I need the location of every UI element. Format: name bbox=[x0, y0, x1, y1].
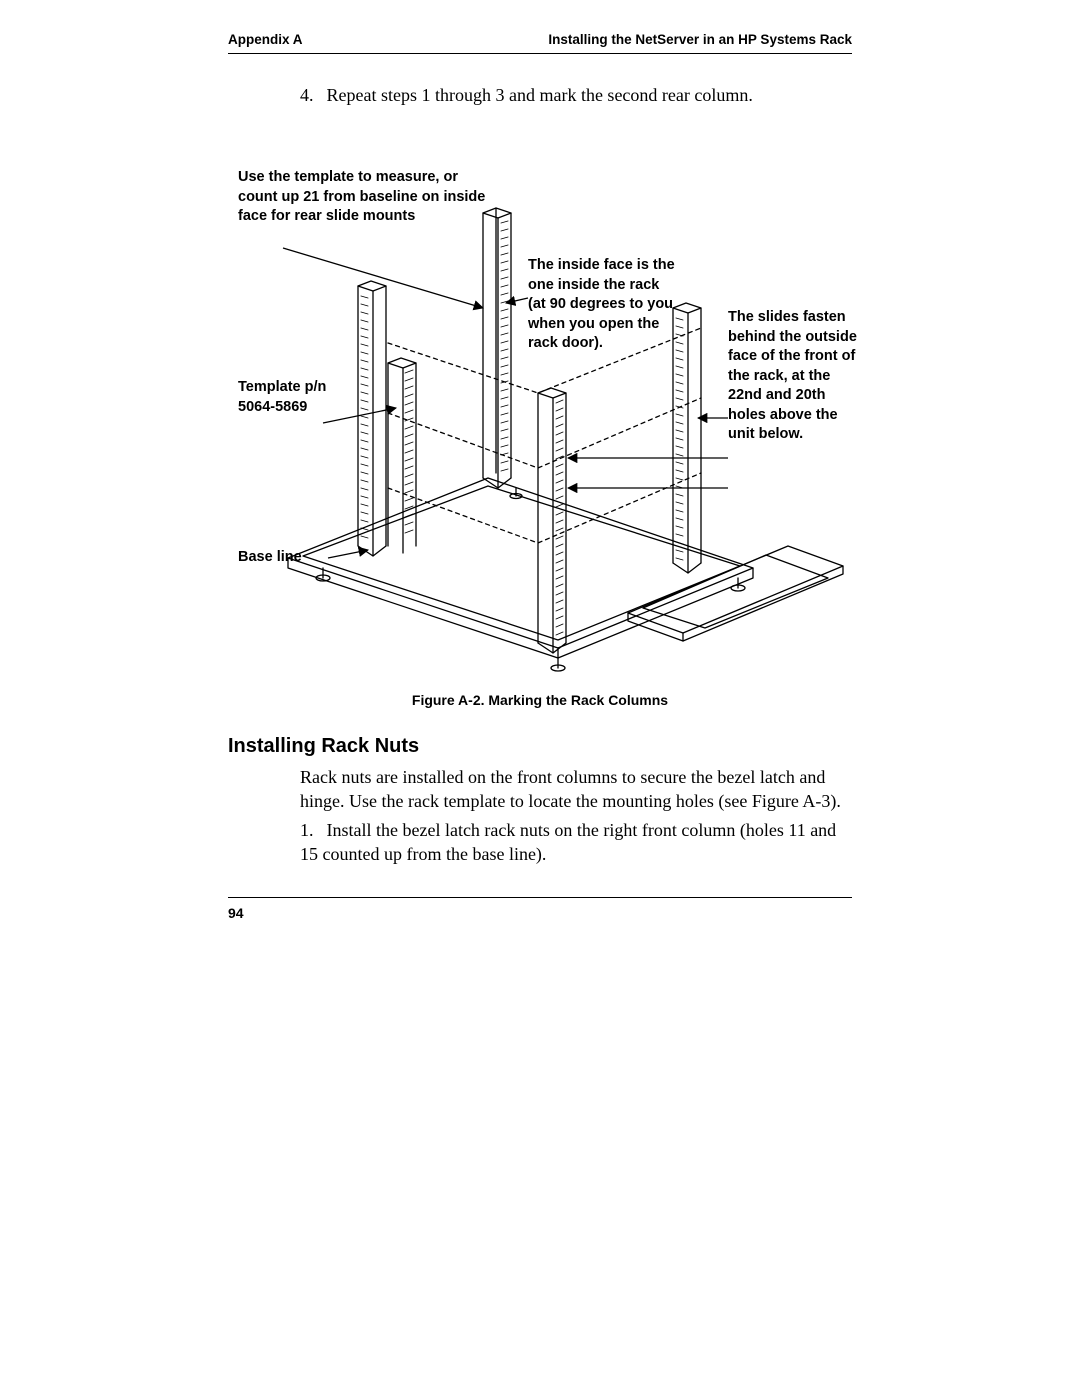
label-slides: The slides fasten behind the outside fac… bbox=[728, 308, 858, 445]
rack-nuts-paragraph: Rack nuts are installed on the front col… bbox=[300, 765, 852, 814]
step-1: 1. Install the bezel latch rack nuts on … bbox=[300, 818, 852, 867]
header-right: Installing the NetServer in an HP System… bbox=[548, 32, 852, 47]
figure-caption: Figure A-2. Marking the Rack Columns bbox=[228, 692, 852, 708]
running-header: Appendix A Installing the NetServer in a… bbox=[228, 32, 852, 54]
step-4-text: Repeat steps 1 through 3 and mark the se… bbox=[327, 85, 753, 105]
step-1-number: 1. bbox=[300, 818, 322, 842]
step-4-number: 4. bbox=[300, 83, 322, 107]
page-number: 94 bbox=[228, 905, 244, 921]
section-heading: Installing Rack Nuts bbox=[228, 735, 419, 758]
footer-rule bbox=[228, 897, 852, 898]
label-inside-face: The inside face is the one inside the ra… bbox=[528, 256, 678, 354]
label-template: Template p/n 5064-5869 bbox=[238, 378, 338, 417]
step-1-text: Install the bezel latch rack nuts on the… bbox=[300, 820, 836, 864]
step-4: 4. Repeat steps 1 through 3 and mark the… bbox=[300, 83, 852, 107]
figure-a2: Use the template to measure, or count up… bbox=[228, 168, 862, 678]
header-left: Appendix A bbox=[228, 32, 303, 47]
label-baseline: Base line bbox=[238, 548, 358, 568]
label-top-left: Use the template to measure, or count up… bbox=[238, 168, 488, 227]
page: Appendix A Installing the NetServer in a… bbox=[0, 0, 1080, 1397]
